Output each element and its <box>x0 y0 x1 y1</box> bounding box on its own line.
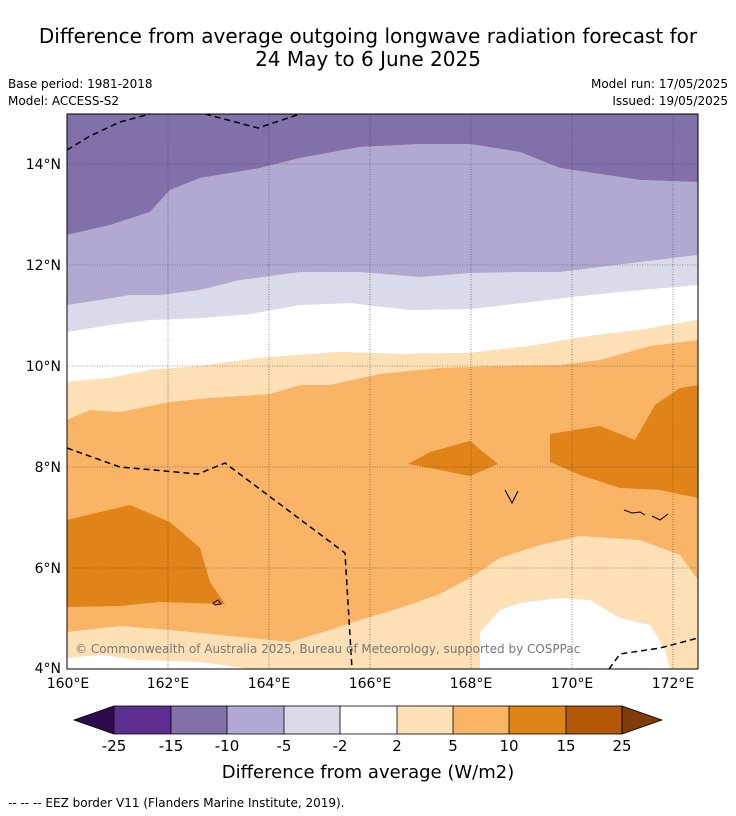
colorbar-label: -25 <box>102 737 127 755</box>
eez-footnote: -- -- -- EEZ border V11 (Flanders Marine… <box>8 796 345 810</box>
colorbar-label: -2 <box>333 737 348 755</box>
contour-map <box>67 114 698 669</box>
map-title-line1: Difference from average outgoing longwav… <box>38 24 698 48</box>
zone-minus2-2-south <box>480 598 670 669</box>
colorbar-label: -10 <box>215 737 240 755</box>
issued-label: Issued: 19/05/2025 <box>612 94 728 108</box>
y-tick-label: 8°N <box>35 460 61 476</box>
colorbar-label: -15 <box>159 737 184 755</box>
eez-border <box>67 114 698 669</box>
colorbar-swatch <box>284 706 340 734</box>
colorbar-title: Difference from average (W/m2) <box>222 762 514 783</box>
colorbar-swatch <box>114 706 171 734</box>
colorbar-swatch <box>171 706 227 734</box>
zone-10-15-east <box>550 385 698 498</box>
map-frame <box>66 113 699 670</box>
colorbar-label: 5 <box>448 737 458 755</box>
colorbar-swatch <box>509 706 566 734</box>
y-axis: 14°N 12°N 10°N 8°N 6°N 4°N <box>26 157 61 677</box>
y-tick-label: 12°N <box>26 258 61 274</box>
zone-minus5-minus2 <box>67 255 698 332</box>
y-tick-label: 4°N <box>35 661 61 677</box>
colorbar-label: 10 <box>499 737 518 755</box>
colorbar-swatch <box>340 706 397 734</box>
y-tick-label: 6°N <box>35 561 61 577</box>
map-title-line2: 24 May to 6 June 2025 <box>255 47 481 71</box>
x-tick-label: 168°E <box>450 676 493 692</box>
islands <box>212 489 669 606</box>
x-tick-label: 172°E <box>652 676 695 692</box>
colorbar-label: 2 <box>392 737 402 755</box>
zone-minus2-2 <box>67 285 698 382</box>
y-tick-label: 10°N <box>26 359 61 375</box>
colorbar-swatch <box>227 706 284 734</box>
x-tick-label: 170°E <box>551 676 594 692</box>
colorbar-high-extension <box>621 705 664 735</box>
colorbar-swatch <box>397 706 453 734</box>
colorbar-label: -5 <box>277 737 292 755</box>
graticule <box>67 114 698 669</box>
x-tick-label: 162°E <box>147 676 190 692</box>
base-period-label: Base period: 1981-2018 <box>8 77 153 91</box>
copyright-text: © Commonwealth of Australia 2025, Bureau… <box>75 642 580 656</box>
zone-2-5 <box>67 320 698 420</box>
colorbar-label: 25 <box>612 737 631 755</box>
y-tick-label: 14°N <box>26 157 61 173</box>
colorbar: -25 -15 -10 -5 -2 2 5 10 15 25 Differenc… <box>72 705 664 783</box>
x-axis: 160°E 162°E 164°E 166°E 168°E 170°E 172°… <box>47 676 695 692</box>
zone-10-15-west <box>67 505 225 607</box>
colorbar-swatch <box>453 706 509 734</box>
colorbar-low-extension <box>72 705 115 735</box>
model-label: Model: ACCESS-S2 <box>8 94 120 108</box>
x-tick-label: 164°E <box>248 676 291 692</box>
zone-minus2-2-southwest <box>67 655 250 669</box>
colorbar-swatch <box>566 706 622 734</box>
colorbar-label: 15 <box>556 737 575 755</box>
x-tick-label: 160°E <box>47 676 90 692</box>
model-run-label: Model run: 17/05/2025 <box>590 77 728 91</box>
zone-minus15-minus10 <box>67 114 698 235</box>
x-tick-label: 166°E <box>349 676 392 692</box>
